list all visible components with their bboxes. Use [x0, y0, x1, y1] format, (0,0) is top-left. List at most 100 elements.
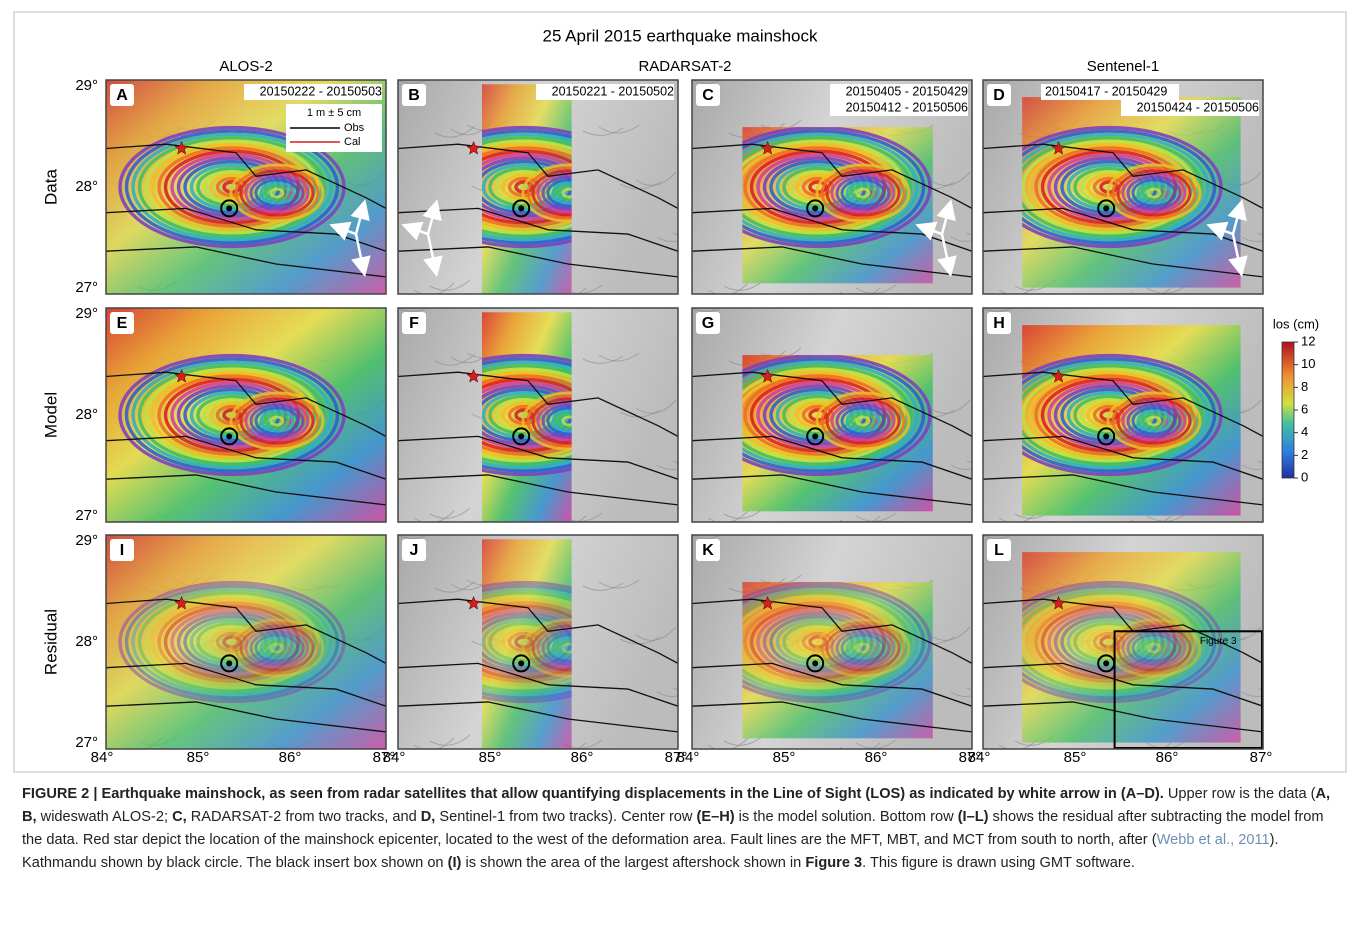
- kathmandu-dot: [812, 433, 818, 439]
- caption-link[interactable]: Webb et al., 2011: [1157, 832, 1270, 848]
- caption-normal: . This figure is drawn using GMT softwar…: [862, 855, 1135, 871]
- x-axis-label: 85°: [1064, 749, 1087, 766]
- date-label: 20150424 - 20150506: [1137, 100, 1259, 114]
- colorbar-title: los (cm): [1273, 316, 1319, 331]
- caption-normal: Upper row is the data (: [1164, 786, 1316, 802]
- map-panel: F: [398, 300, 713, 526]
- y-axis-label: 28°: [75, 406, 98, 423]
- date-label: 20150222 - 20150503: [260, 84, 382, 98]
- date-label: 20150405 - 20150429: [846, 84, 968, 98]
- legend-cal: Cal: [344, 136, 361, 148]
- map-panel: G: [692, 300, 1007, 526]
- caption-normal: is shown the area of the largest aftersh…: [461, 855, 805, 871]
- kathmandu-dot: [1103, 660, 1109, 666]
- terrain-ridge: [1258, 681, 1298, 692]
- page: 25 April 2015 earthquake mainshock ALOS-2…: [0, 0, 1360, 930]
- caption-normal: is the model solution. Bottom row: [735, 809, 958, 825]
- kathmandu-dot: [226, 433, 232, 439]
- caption-bold: (I): [448, 855, 462, 871]
- x-axis-label: 85°: [187, 749, 210, 766]
- kathmandu-dot: [226, 205, 232, 211]
- colorbar: [1282, 342, 1294, 478]
- caption-bold: (I–L): [958, 809, 989, 825]
- date-label: 20150221 - 20150502: [552, 84, 674, 98]
- map-panel: B 20150221 - 20150502: [398, 72, 713, 298]
- x-axis-label: 84°: [383, 749, 406, 766]
- x-axis-label: 85°: [479, 749, 502, 766]
- y-axis-label: 28°: [75, 178, 98, 195]
- x-axis-label: 87°: [1250, 749, 1273, 766]
- map-content: [398, 72, 713, 298]
- x-axis-label: 86°: [571, 749, 594, 766]
- kathmandu-dot: [518, 205, 524, 211]
- caption-bold: C,: [172, 809, 187, 825]
- map-content: [106, 300, 421, 526]
- caption-normal: Sentinel-1 from two tracks). Center row: [435, 809, 696, 825]
- map-content: [983, 527, 1298, 753]
- x-axis-label: 86°: [1156, 749, 1179, 766]
- map-content: [106, 527, 421, 753]
- legend-scale: 1 m ± 5 cm: [307, 107, 361, 119]
- map-panel: J: [398, 527, 713, 753]
- x-axis-label: 85°: [773, 749, 796, 766]
- date-label: 20150412 - 20150506: [846, 100, 968, 114]
- column-header: RADARSAT-2: [638, 58, 731, 75]
- map-panel: A 20150222 - 20150503 1 m ± 5 cm Obs Cal: [106, 72, 421, 298]
- map-panel: K: [692, 527, 1007, 753]
- colorbar-tick-label: 6: [1301, 401, 1308, 416]
- map-panel: Figure 3 L: [983, 527, 1298, 753]
- colorbar-tick-label: 10: [1301, 356, 1315, 371]
- caption: FIGURE 2 | Earthquake mainshock, as seen…: [22, 783, 1338, 875]
- figure-title: 25 April 2015 earthquake mainshock: [542, 26, 818, 45]
- row-label: Data: [41, 169, 60, 205]
- y-axis-label: 27°: [75, 507, 98, 524]
- kathmandu-dot: [518, 433, 524, 439]
- caption-bold: D,: [421, 809, 436, 825]
- map-panel: I: [106, 527, 421, 753]
- figure: 25 April 2015 earthquake mainshock ALOS-2…: [0, 0, 1360, 775]
- column-header: Sentenel-1: [1087, 58, 1160, 75]
- caption-bold: Figure 3: [805, 855, 862, 871]
- kathmandu-dot: [518, 660, 524, 666]
- panel-letter: J: [410, 542, 419, 559]
- kathmandu-dot: [1103, 205, 1109, 211]
- colorbar-tick-label: 12: [1301, 333, 1315, 348]
- y-axis-label: 29°: [75, 305, 98, 322]
- x-axis-label: 84°: [677, 749, 700, 766]
- colorbar-tick-label: 4: [1301, 424, 1308, 439]
- caption-bold: FIGURE 2 | Earthquake mainshock, as seen…: [22, 786, 1164, 802]
- map-content: [692, 527, 1007, 753]
- x-axis-label: 84°: [968, 749, 991, 766]
- date-label: 20150417 - 20150429: [1045, 84, 1167, 98]
- colorbar-tick-label: 0: [1301, 469, 1308, 484]
- kathmandu-dot: [812, 660, 818, 666]
- panel-letter: C: [702, 87, 714, 104]
- map-panel: C 20150405 - 20150429 20150412 - 20150506: [692, 72, 1007, 298]
- map-content: [398, 300, 713, 526]
- panel-letter: L: [994, 542, 1004, 559]
- y-axis-label: 28°: [75, 633, 98, 650]
- kathmandu-dot: [226, 660, 232, 666]
- panel-letter: F: [409, 315, 419, 332]
- map-content: [692, 300, 1007, 526]
- legend-obs: Obs: [344, 122, 365, 134]
- panel-letter: A: [116, 87, 128, 104]
- x-axis-label: 84°: [91, 749, 114, 766]
- kathmandu-dot: [812, 205, 818, 211]
- row-label: Residual: [41, 609, 60, 675]
- column-header: ALOS-2: [219, 58, 272, 75]
- inset-label: Figure 3: [1200, 636, 1237, 647]
- colorbar-tick-label: 8: [1301, 379, 1308, 394]
- caption-normal: wideswath ALOS-2;: [37, 809, 172, 825]
- panel-letter: I: [120, 542, 124, 559]
- panel-letter: B: [408, 87, 420, 104]
- map-panel: D20150417 - 2015042920150424 - 20150506: [983, 72, 1298, 298]
- x-axis-label: 86°: [865, 749, 888, 766]
- panel-letter: E: [117, 315, 128, 332]
- x-axis-label: 86°: [279, 749, 302, 766]
- colorbar-tick-label: 2: [1301, 447, 1308, 462]
- caption-bold: (E–H): [697, 809, 735, 825]
- y-axis-label: 27°: [75, 279, 98, 296]
- map-panel: H: [983, 300, 1298, 526]
- map-content: [983, 300, 1298, 526]
